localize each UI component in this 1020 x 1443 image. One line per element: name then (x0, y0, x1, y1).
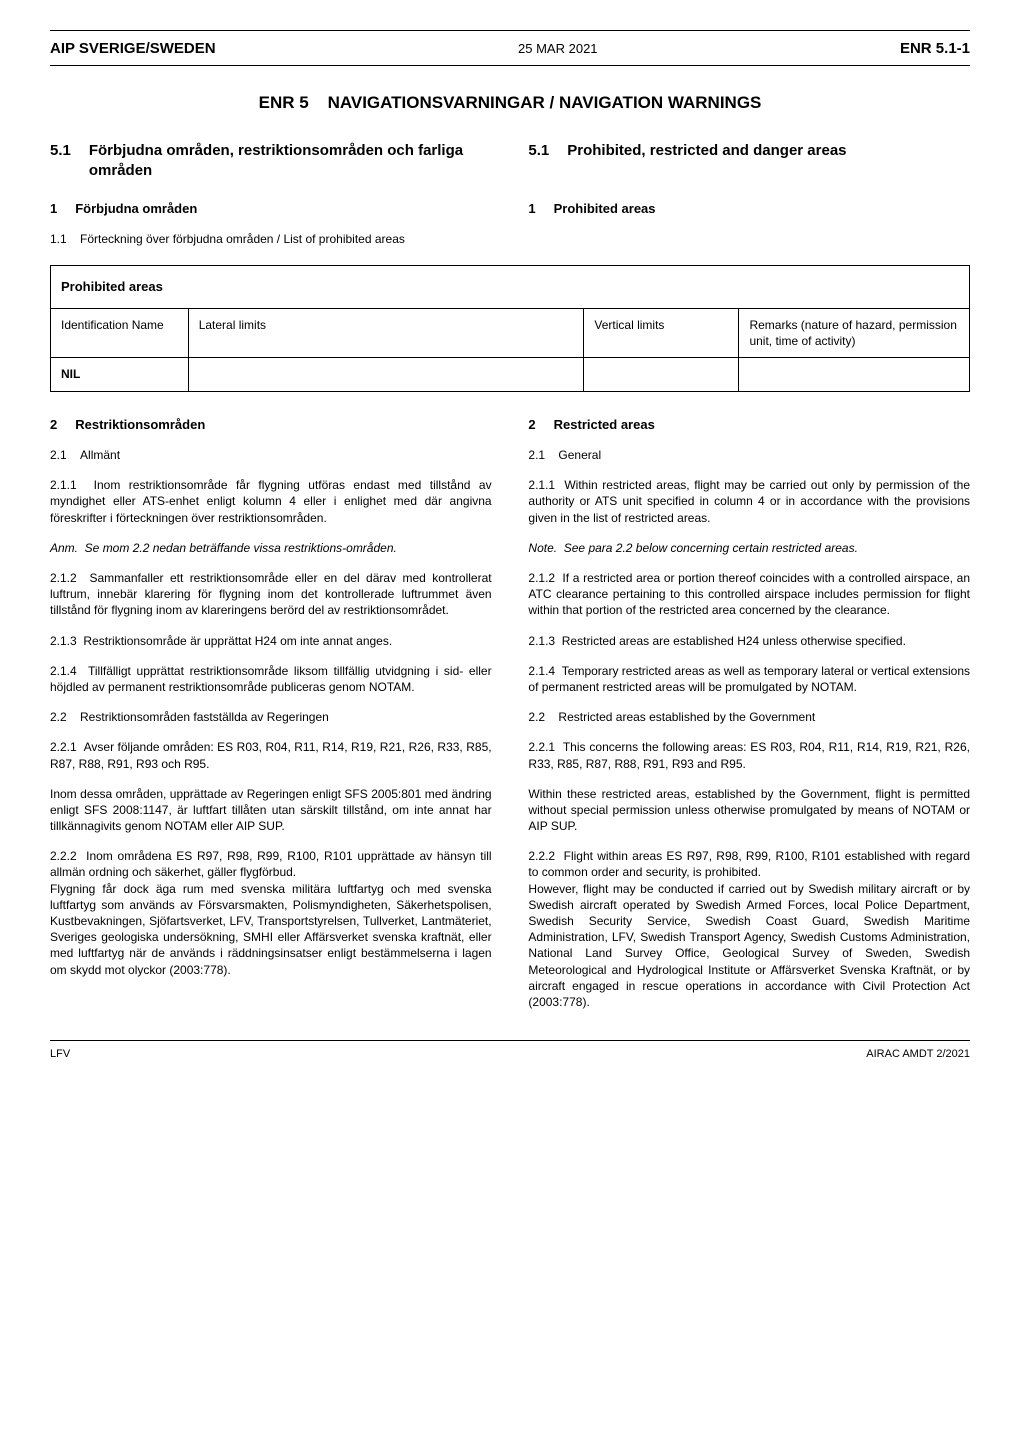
row-2-2: 2.2 Restriktionsområden fastställda av R… (50, 709, 970, 725)
sub-num: 2 (50, 416, 57, 434)
row-note: Anm. Se mom 2.2 nedan beträffande vissa … (50, 540, 970, 556)
p-2-2-sv: 2.2 Restriktionsområden fastställda av R… (50, 709, 492, 725)
section-text: Förbjudna områden, restriktionsområden o… (89, 141, 492, 182)
p-2-2-2b-sv: Flygning får dock äga rum med svenska mi… (50, 881, 492, 978)
col-2-2-2-en: 2.2.2 Flight within areas ES R97, R98, R… (528, 848, 970, 1010)
sub-text: Restriktionsområden (75, 416, 205, 434)
sub-text: Prohibited areas (554, 200, 656, 218)
table-header-row: Identification Name Lateral limits Verti… (51, 309, 969, 358)
p-inom-en: Within these restricted areas, establish… (528, 786, 970, 835)
section-num: 5.1 (50, 141, 71, 182)
sub-text: Restricted areas (554, 416, 655, 434)
p-2-2-2b-en: However, flight may be conducted if carr… (528, 881, 970, 1011)
rule-above-footer (50, 1040, 970, 1041)
p-2-1-sv: 2.1 Allmänt (50, 447, 492, 463)
footer-left: LFV (50, 1047, 70, 1062)
row-2-1-1: 2.1.1 Inom restriktionsområde får flygni… (50, 477, 970, 526)
sub-num: 2 (528, 416, 535, 434)
subhead-1: 1 Förbjudna områden 1 Prohibited areas (50, 200, 970, 218)
p-2-2-2a-en: 2.2.2 Flight within areas ES R97, R98, R… (528, 848, 970, 880)
row-2-1-2: 2.1.2 Sammanfaller ett restriktionsområd… (50, 570, 970, 619)
section-5-1-en: 5.1 Prohibited, restricted and danger ar… (528, 141, 970, 182)
sub-num: 1 (50, 200, 57, 218)
table-spacer (556, 309, 584, 357)
header-date: 25 MAR 2021 (518, 40, 598, 58)
row-2-1-3: 2.1.3 Restriktionsområde är upprättat H2… (50, 633, 970, 649)
footer-right: AIRAC AMDT 2/2021 (866, 1047, 970, 1062)
p-2-2-1-sv: 2.2.1 Avser följande områden: ES R03, R0… (50, 739, 492, 771)
note-en: Note. See para 2.2 below concerning cert… (528, 540, 970, 556)
subhead-1-sv: 1 Förbjudna områden (50, 200, 492, 218)
cell-empty (583, 358, 739, 390)
cell-empty (189, 358, 556, 390)
cell-nil: NIL (51, 358, 189, 390)
p-2-1-2-en: 2.1.2 If a restricted area or portion th… (528, 570, 970, 619)
page-footer: LFV AIRAC AMDT 2/2021 (50, 1047, 970, 1062)
p-2-2-en: 2.2 Restricted areas established by the … (528, 709, 970, 725)
p-2-1-1-en: 2.1.1 Within restricted areas, flight ma… (528, 477, 970, 526)
p-2-1-2-sv: 2.1.2 Sammanfaller ett restriktionsområd… (50, 570, 492, 619)
main-title: ENR 5 NAVIGATIONSVARNINGAR / NAVIGATION … (50, 92, 970, 115)
cell-empty (739, 358, 969, 390)
line-1-1: 1.1 Förteckning över förbjudna områden /… (50, 231, 970, 247)
p-2-1-1-sv: 2.1.1 Inom restriktionsområde får flygni… (50, 477, 492, 526)
rule-under-header (50, 65, 970, 66)
rule-top (50, 30, 970, 31)
p-inom-sv: Inom dessa områden, upprättade av Regeri… (50, 786, 492, 835)
section-text: Prohibited, restricted and danger areas (567, 141, 846, 182)
p-2-1-3-en: 2.1.3 Restricted areas are established H… (528, 633, 970, 649)
row-inom: Inom dessa områden, upprättade av Regeri… (50, 786, 970, 835)
row-2-1-4: 2.1.4 Tillfälligt upprättat restriktions… (50, 663, 970, 695)
sub-text: Förbjudna områden (75, 200, 197, 218)
section-5-1-sv: 5.1 Förbjudna områden, restriktionsområd… (50, 141, 492, 182)
p-2-2-2a-sv: 2.2.2 Inom områdena ES R97, R98, R99, R1… (50, 848, 492, 880)
row-2-2-2: 2.2.2 Inom områdena ES R97, R98, R99, R1… (50, 848, 970, 1010)
table-row: NIL (51, 358, 969, 390)
col-remarks: Remarks (nature of hazard, permission un… (739, 309, 969, 357)
col-identification: Identification Name (51, 309, 189, 357)
table-spacer (556, 358, 584, 390)
p-2-1-4-en: 2.1.4 Temporary restricted areas as well… (528, 663, 970, 695)
p-2-2-1-en: 2.2.1 This concerns the following areas:… (528, 739, 970, 771)
section-num: 5.1 (528, 141, 549, 182)
prohibited-areas-table: Prohibited areas Identification Name Lat… (50, 265, 970, 391)
col-lateral: Lateral limits (189, 309, 556, 357)
section-5-1: 5.1 Förbjudna områden, restriktionsområd… (50, 141, 970, 182)
sub-num: 1 (528, 200, 535, 218)
row-2-2-1: 2.2.1 Avser följande områden: ES R03, R0… (50, 739, 970, 771)
subhead-1-en: 1 Prohibited areas (528, 200, 970, 218)
p-2-1-en: 2.1 General (528, 447, 970, 463)
header-left: AIP SVERIGE/SWEDEN (50, 39, 216, 59)
col-2-2-2-sv: 2.2.2 Inom områdena ES R97, R98, R99, R1… (50, 848, 492, 1010)
subhead-2: 2 Restriktionsområden 2 Restricted areas (50, 416, 970, 434)
note-sv: Anm. Se mom 2.2 nedan beträffande vissa … (50, 540, 492, 556)
page-header: AIP SVERIGE/SWEDEN 25 MAR 2021 ENR 5.1-1 (50, 39, 970, 59)
subhead-2-sv: 2 Restriktionsområden (50, 416, 492, 434)
p-2-1-3-sv: 2.1.3 Restriktionsområde är upprättat H2… (50, 633, 492, 649)
header-right: ENR 5.1-1 (900, 39, 970, 59)
table-title: Prohibited areas (51, 266, 969, 309)
p-2-1-4-sv: 2.1.4 Tillfälligt upprättat restriktions… (50, 663, 492, 695)
row-2-1: 2.1 Allmänt 2.1 General (50, 447, 970, 463)
col-vertical: Vertical limits (583, 309, 739, 357)
subhead-2-en: 2 Restricted areas (528, 416, 970, 434)
